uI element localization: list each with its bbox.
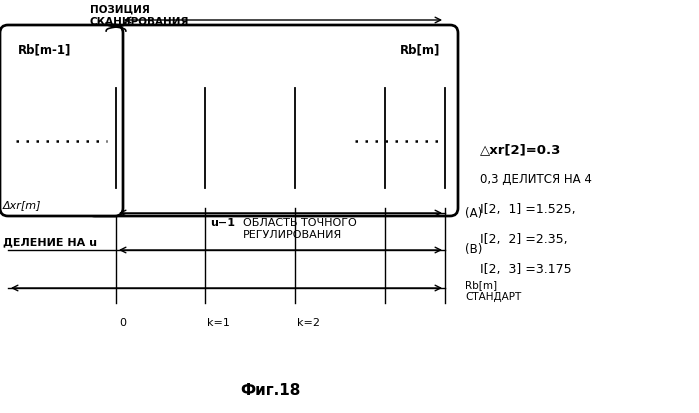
Text: I[2,  1] =1.525,: I[2, 1] =1.525, bbox=[480, 203, 575, 216]
Text: Rb[m]: Rb[m] bbox=[400, 43, 440, 56]
Text: ДЕЛЕНИЕ НА u: ДЕЛЕНИЕ НА u bbox=[3, 237, 97, 247]
Text: ОБЛАСТЬ ТОЧНОГО
РЕГУЛИРОВАНИЯ: ОБЛАСТЬ ТОЧНОГО РЕГУЛИРОВАНИЯ bbox=[243, 218, 356, 240]
Text: u−1: u−1 bbox=[210, 218, 235, 228]
Text: (A): (A) bbox=[465, 206, 482, 219]
Text: △xr[2]=0.3: △xr[2]=0.3 bbox=[480, 143, 561, 156]
Text: (B): (B) bbox=[465, 244, 482, 256]
Text: ПОЗИЦИЯ
СКАНИРОВАНИЯ: ПОЗИЦИЯ СКАНИРОВАНИЯ bbox=[90, 5, 189, 26]
FancyBboxPatch shape bbox=[87, 25, 458, 216]
Text: Δxr[m]: Δxr[m] bbox=[3, 200, 41, 210]
Text: I[2,  3] =3.175: I[2, 3] =3.175 bbox=[480, 263, 572, 276]
Text: 0: 0 bbox=[119, 318, 126, 328]
Text: k=1: k=1 bbox=[207, 318, 230, 328]
Text: 0,3 ДЕЛИТСЯ НА 4: 0,3 ДЕЛИТСЯ НА 4 bbox=[480, 173, 592, 186]
Text: Rb[m]
СТАНДАРТ: Rb[m] СТАНДАРТ bbox=[465, 280, 521, 301]
Text: I[2,  2] =2.35,: I[2, 2] =2.35, bbox=[480, 233, 568, 246]
FancyBboxPatch shape bbox=[0, 25, 123, 216]
Text: k=2: k=2 bbox=[297, 318, 320, 328]
Text: Фиг.18: Фиг.18 bbox=[240, 383, 300, 398]
Text: Rb[m-1]: Rb[m-1] bbox=[18, 43, 71, 56]
